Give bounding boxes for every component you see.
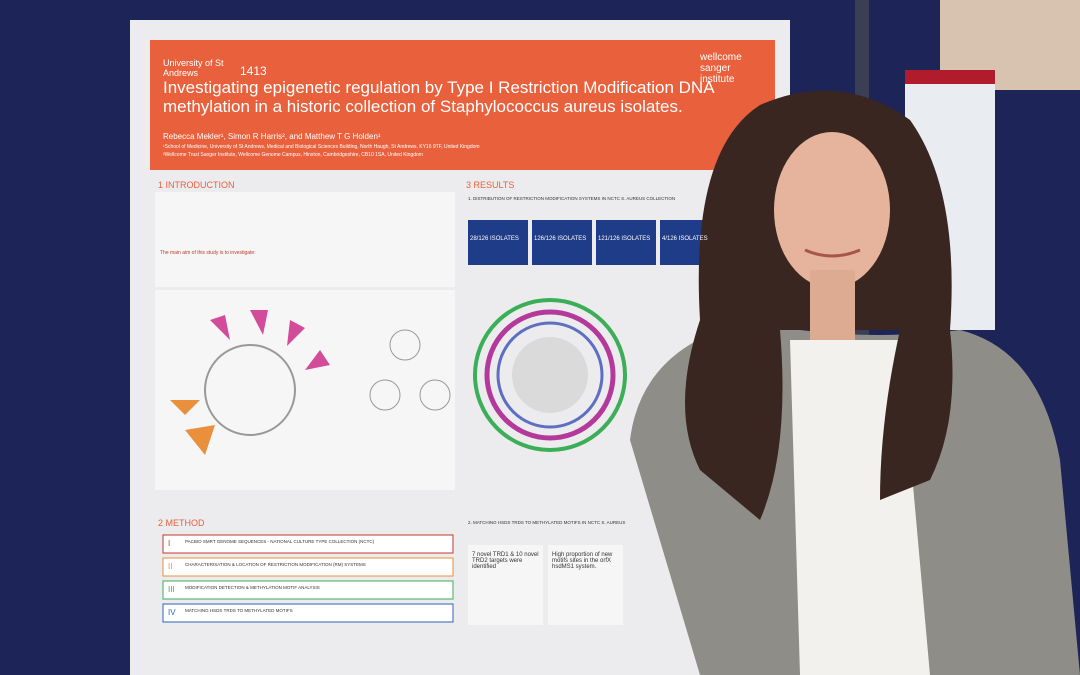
isolate-count: 4/126 ISOLATES [662, 236, 708, 242]
poster-title: Investigating epigenetic regulation by T… [163, 78, 714, 116]
affiliation: ¹School of Medicine, University of St An… [163, 144, 480, 150]
circular-plot [512, 337, 588, 413]
isolate-box [468, 220, 528, 265]
plasmid-map [389, 329, 421, 361]
step-numeral: III [168, 585, 175, 594]
circular-plot [473, 298, 627, 452]
figure-box [155, 290, 455, 490]
aims-heading: The main aim of this study is to investi… [160, 250, 256, 256]
affiliation: ²Wellcome Trust Sanger Institute, Wellco… [163, 152, 423, 158]
section-heading: 3 RESULTS [466, 180, 515, 190]
step-numeral: I [168, 539, 171, 548]
isolate-count: 126/126 ISOLATES [534, 236, 587, 242]
institute-name: wellcome sanger institute [700, 52, 742, 85]
circular-plot [484, 309, 616, 441]
finding: High proportion of new motifs sites in t… [552, 552, 613, 570]
isolate-box [596, 220, 656, 265]
finding-box [468, 545, 543, 625]
plasmid-map [419, 379, 451, 411]
isolate-count: 28/126 ISOLATES [470, 236, 519, 242]
step-numeral: II [168, 562, 173, 571]
university-name: University of St Andrews [163, 58, 224, 78]
step-label: CHARACTERISATION & LOCATION OF RESTRICTI… [185, 562, 366, 567]
second-poster-band [905, 70, 995, 84]
step-label: MATCHING HSDS TRDS TO METHYLATED MOTIFS [185, 608, 293, 613]
results-subheading: 2. MATCHING HSDS TRDS TO METHYLATED MOTI… [468, 520, 626, 525]
step-numeral: IV [168, 608, 176, 617]
method-step-box [162, 603, 454, 623]
step-label: PACBIO SMRT GENOME SEQUENCES - NATIONAL … [185, 539, 375, 544]
genome-map [204, 344, 296, 436]
method-step-box [162, 557, 454, 577]
intro-box [155, 192, 455, 287]
results-subheading: 1. DISTRIBUTION OF RESTRICTION MODIFICAT… [468, 196, 676, 201]
section-heading: 2 METHOD [158, 518, 205, 528]
method-step-box [162, 534, 454, 554]
isolate-box [532, 220, 592, 265]
method-step-box [162, 580, 454, 600]
face [774, 132, 890, 288]
poster-header [150, 40, 775, 170]
finding: 7 novel TRD1 & 10 novel TRD2 targets wer… [472, 552, 539, 570]
circular-plot [496, 321, 604, 429]
rm-wedges [210, 310, 330, 370]
isolate-count: 121/126 ISOLATES [598, 236, 651, 242]
plasmid-map [369, 379, 401, 411]
finding-box [548, 545, 623, 625]
poster-authors: Rebecca Mekler¹, Simon R Harris², and Ma… [163, 132, 381, 141]
neck [810, 270, 855, 340]
founded-year: 1413 [240, 64, 267, 78]
smile [804, 248, 861, 258]
section-heading: 1 INTRODUCTION [158, 180, 235, 190]
step-label: MODIFICATION DETECTION & METHYLATION MOT… [185, 585, 320, 590]
rm-wedges [170, 400, 215, 455]
